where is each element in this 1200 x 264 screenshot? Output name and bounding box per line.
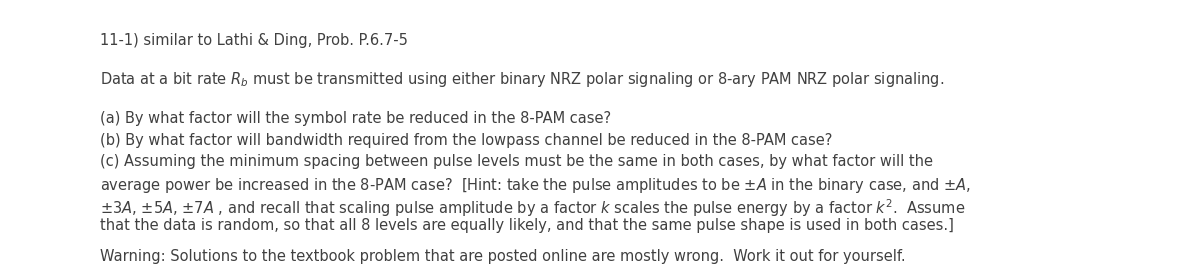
Text: Data at a bit rate $\it{R_b}$ must be transmitted using either binary NRZ polar : Data at a bit rate $\it{R_b}$ must be tr… [100, 70, 944, 89]
Text: Warning: Solutions to the textbook problem that are posted online are mostly wro: Warning: Solutions to the textbook probl… [100, 249, 905, 264]
Text: that the data is random, so that all 8 levels are equally likely, and that the s: that the data is random, so that all 8 l… [100, 218, 954, 233]
Text: average power be increased in the 8-PAM case?  [Hint: take the pulse amplitudes : average power be increased in the 8-PAM … [100, 176, 971, 195]
Text: 11-1) similar to Lathi & Ding, Prob. P.6.7-5: 11-1) similar to Lathi & Ding, Prob. P.6… [100, 33, 408, 48]
Text: (c) Assuming the minimum spacing between pulse levels must be the same in both c: (c) Assuming the minimum spacing between… [100, 154, 932, 169]
Text: (a) By what factor will the symbol rate be reduced in the 8-PAM case?: (a) By what factor will the symbol rate … [100, 111, 611, 126]
Text: $\pm 3\it{A}$, $\pm 5\it{A}$, $\pm 7\it{A}$ , and recall that scaling pulse ampl: $\pm 3\it{A}$, $\pm 5\it{A}$, $\pm 7\it{… [100, 197, 965, 219]
Text: (b) By what factor will bandwidth required from the lowpass channel be reduced i: (b) By what factor will bandwidth requir… [100, 133, 832, 148]
